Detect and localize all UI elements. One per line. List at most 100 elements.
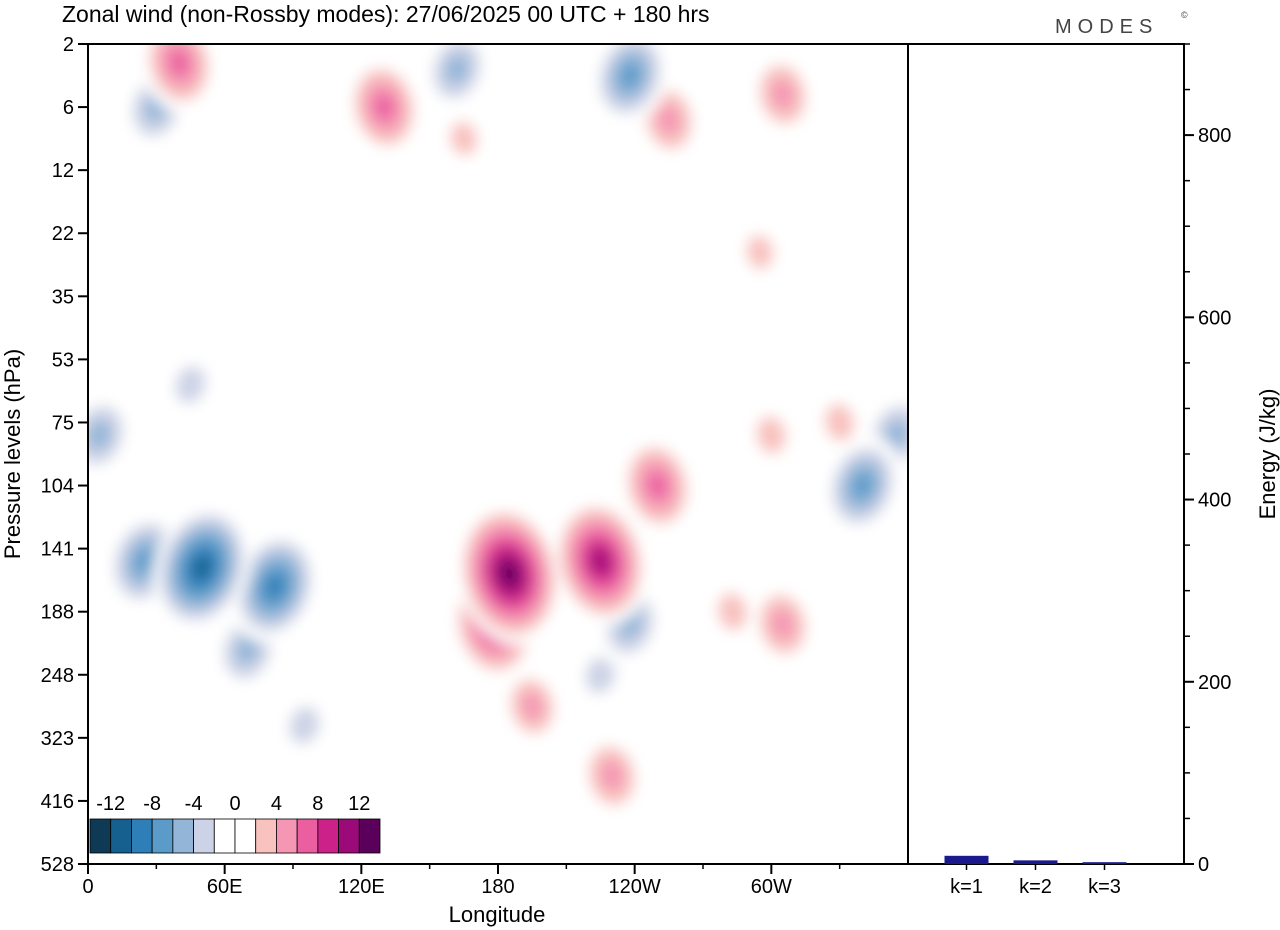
colorbar-swatch	[172, 818, 194, 854]
colorbar-label: 4	[271, 793, 282, 815]
contour-level	[600, 761, 624, 791]
contour-level	[657, 105, 681, 135]
contour-level	[88, 420, 112, 450]
energy-y-tick-label: 200	[1198, 672, 1231, 694]
contour-level	[700, 821, 752, 864]
contour-level	[169, 50, 189, 76]
contour-level	[381, 486, 433, 548]
wind-anomaly-blob	[152, 504, 252, 631]
colorbar-swatch	[193, 818, 215, 854]
contour-level	[175, 366, 206, 404]
contour-level	[289, 706, 320, 744]
contour-level	[235, 635, 260, 665]
colorbar-swatch	[151, 818, 174, 854]
wind-anomaly-blob	[748, 50, 818, 139]
colorbar-swatch	[89, 818, 112, 854]
colorbar-swatch	[131, 818, 153, 854]
wind-anomaly-blob	[381, 486, 433, 548]
contour-level	[445, 54, 469, 84]
energy-y-tick-label: 800	[1198, 125, 1231, 147]
colorbar-swatch	[358, 818, 381, 854]
energy-x-label: k=3	[1088, 876, 1121, 898]
contour-level	[374, 94, 394, 120]
y-tick-label: 53	[52, 349, 74, 371]
energy-bar	[1013, 860, 1058, 864]
wind-anomaly-blob	[741, 397, 801, 473]
colorbar-swatch	[255, 818, 277, 854]
colorbar-swatch	[296, 818, 319, 854]
wind-anomaly-blob	[618, 434, 697, 537]
contour-level	[884, 420, 908, 450]
wind-anomaly-blob	[590, 44, 670, 126]
energy-y-tick-label: 400	[1198, 490, 1231, 512]
wind-anomaly-blob	[436, 104, 492, 173]
y-tick-label: 35	[52, 286, 74, 308]
contour-level	[756, 416, 787, 454]
wind-anomaly-blob	[456, 502, 563, 645]
colorbar-label: 12	[348, 793, 370, 815]
wind-anomaly-blob	[274, 688, 335, 763]
y-tick-label: 188	[41, 602, 74, 624]
y-tick-label: 141	[41, 539, 74, 561]
y-tick-label: 22	[52, 223, 74, 245]
wind-anomaly-blob	[700, 821, 752, 864]
contour-level	[265, 575, 284, 598]
energy-bar	[944, 855, 989, 864]
y-axis: 2 6 12 22 35 53 75 104 141 188 248 323 416 528	[41, 34, 88, 876]
wind-anomaly-blob	[345, 56, 424, 158]
chart-title: Zonal wind (non-Rossby modes): 27/06/202…	[62, 1, 710, 27]
x-tick-label: 120E	[338, 876, 385, 898]
y-axis-label: Pressure levels (hPa)	[0, 349, 25, 559]
energy-panel: k=1 k=2 k=3 0 200 400 600 800	[907, 43, 1231, 898]
contour-level	[771, 79, 795, 110]
colorbar-label: -12	[96, 793, 125, 815]
wind-anomaly-blob	[822, 435, 903, 536]
x-tick-label: 180	[481, 876, 514, 898]
energy-x-label: k=1	[950, 876, 983, 898]
colorbar-swatch	[338, 818, 360, 854]
y-tick-label: 248	[41, 665, 74, 687]
x-tick-label: 60E	[207, 876, 243, 898]
wind-anomaly-blob	[702, 574, 763, 649]
contour-level	[592, 550, 609, 572]
contour-level	[852, 473, 873, 499]
contour-level	[585, 656, 616, 694]
x-tick-label: 0	[82, 876, 93, 898]
contour-level	[824, 403, 855, 442]
wind-anomaly-blob	[848, 64, 900, 125]
energy-axis-label: Energy (J/kg)	[1255, 389, 1280, 520]
x-axis-label: Longitude	[449, 902, 546, 927]
wind-anomaly-blob	[748, 580, 818, 669]
wind-anomaly-blob	[500, 665, 565, 747]
energy-y-tick-label: 600	[1198, 307, 1231, 329]
y-tick-label: 2	[63, 34, 74, 56]
colorbar-swatch	[317, 818, 339, 854]
wind-anomaly-blob	[871, 808, 908, 864]
y-tick-label: 323	[41, 728, 74, 750]
colorbar-label: 0	[229, 793, 240, 815]
contour-level	[717, 593, 748, 631]
wind-anomaly-blob	[552, 497, 649, 626]
wind-anomaly-blob	[577, 731, 647, 820]
heatmap-area: -12 -8 -4 0 4 8 12	[88, 44, 908, 864]
contour-level	[871, 808, 908, 864]
contour-level	[771, 609, 795, 639]
wind-anomaly-blob	[230, 529, 320, 644]
y-tick-label: 416	[41, 791, 74, 813]
colorbar-swatch	[110, 818, 132, 854]
colorbar-swatch	[234, 818, 257, 854]
x-axis: 0 60E 120E 180 120W 60W	[82, 864, 841, 898]
energy-y-tick-label: 0	[1198, 854, 1209, 876]
y-tick-label: 104	[41, 476, 74, 498]
logo-mark: ©	[1181, 10, 1188, 20]
contour-level	[620, 63, 641, 89]
wind-anomaly-blob	[88, 391, 135, 479]
colorbar-swatch	[213, 818, 236, 854]
colorbar: -12 -8 -4 0 4 8 12	[88, 780, 384, 864]
wind-anomaly-blob	[422, 44, 492, 113]
contour-level	[193, 556, 211, 579]
contour-level	[450, 121, 478, 156]
contour-level	[848, 64, 900, 125]
contour-level	[647, 472, 668, 499]
